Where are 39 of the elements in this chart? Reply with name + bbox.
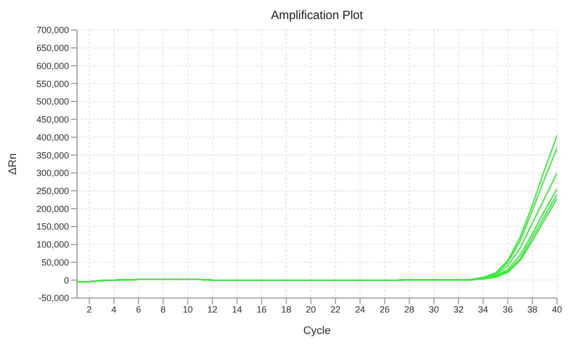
x-tick-label: 18: [281, 304, 292, 314]
x-tick-label: 40: [552, 304, 562, 314]
x-tick-label: 4: [111, 304, 116, 314]
x-tick-label: 32: [454, 304, 464, 314]
y-tick-label: -50,000: [38, 293, 69, 304]
x-tick-label: 36: [502, 304, 513, 314]
x-tick-label: 10: [182, 304, 193, 314]
x-tick-label: 2: [86, 304, 92, 314]
y-tick-label: 0: [64, 275, 69, 286]
y-tick-label: 50,000: [41, 257, 69, 268]
y-tick-label: 350,000: [36, 150, 69, 160]
y-tick-label: 550,000: [36, 78, 69, 89]
x-tick-label: 8: [160, 304, 166, 314]
y-tick-label: 300,000: [36, 168, 69, 178]
x-tick-label: 28: [404, 304, 414, 314]
x-tick-label: 20: [306, 304, 316, 314]
x-tick-label: 34: [478, 304, 488, 314]
y-tick-label: 100,000: [36, 240, 69, 250]
y-tick-label: 500,000: [36, 96, 69, 107]
y-tick-label: 450,000: [36, 114, 69, 125]
x-tick-label: 24: [355, 304, 366, 314]
y-tick-label: 400,000: [36, 132, 69, 142]
x-tick-label: 38: [527, 304, 538, 314]
x-tick-label: 16: [256, 304, 267, 314]
x-tick-label: 12: [207, 304, 218, 314]
y-tick-label: 250,000: [36, 186, 69, 196]
x-tick-label: 14: [232, 304, 242, 314]
y-tick-label: 200,000: [36, 204, 69, 214]
y-tick-label: 150,000: [36, 222, 69, 232]
y-tick-label: 600,000: [36, 60, 69, 71]
x-axis-title: Cycle: [303, 325, 331, 337]
x-tick-label: 26: [380, 304, 390, 314]
y-tick-label: 650,000: [36, 43, 69, 54]
x-tick-label: 22: [330, 304, 340, 314]
x-tick-label: 6: [136, 304, 142, 314]
chart-title: Amplification Plot: [270, 8, 364, 22]
x-tick-label: 30: [428, 304, 439, 314]
y-tick-label: 700,000: [36, 25, 69, 36]
y-axis-title: ΔRn: [6, 153, 19, 175]
